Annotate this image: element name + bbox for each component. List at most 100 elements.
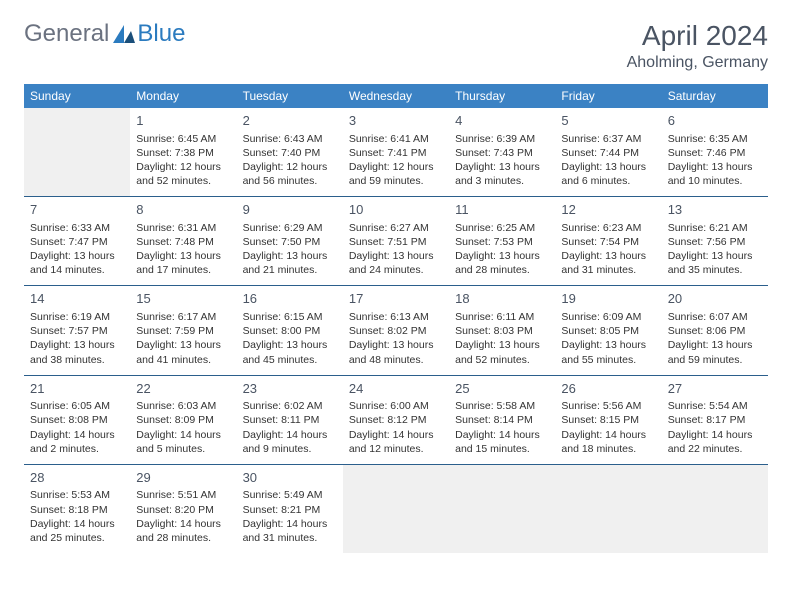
- sunrise-text: Sunrise: 6:17 AM: [136, 310, 230, 324]
- daylight-text: and 25 minutes.: [30, 531, 124, 545]
- sunrise-text: Sunrise: 6:05 AM: [30, 399, 124, 413]
- sunrise-text: Sunrise: 5:56 AM: [561, 399, 655, 413]
- calendar-day: 24Sunrise: 6:00 AMSunset: 8:12 PMDayligh…: [343, 375, 449, 464]
- daylight-text: and 12 minutes.: [349, 442, 443, 456]
- calendar-day: 19Sunrise: 6:09 AMSunset: 8:05 PMDayligh…: [555, 286, 661, 375]
- sunset-text: Sunset: 8:20 PM: [136, 503, 230, 517]
- sunrise-text: Sunrise: 6:33 AM: [30, 221, 124, 235]
- daylight-text: Daylight: 14 hours: [243, 517, 337, 531]
- day-number: 25: [455, 380, 549, 398]
- daylight-text: Daylight: 12 hours: [349, 160, 443, 174]
- sunrise-text: Sunrise: 6:39 AM: [455, 132, 549, 146]
- day-number: 14: [30, 290, 124, 308]
- day-number: 15: [136, 290, 230, 308]
- daylight-text: Daylight: 13 hours: [455, 249, 549, 263]
- calendar-day: 23Sunrise: 6:02 AMSunset: 8:11 PMDayligh…: [237, 375, 343, 464]
- daylight-text: Daylight: 13 hours: [243, 338, 337, 352]
- calendar-day: 1Sunrise: 6:45 AMSunset: 7:38 PMDaylight…: [130, 108, 236, 197]
- daylight-text: and 28 minutes.: [455, 263, 549, 277]
- calendar-day: 6Sunrise: 6:35 AMSunset: 7:46 PMDaylight…: [662, 108, 768, 197]
- sunrise-text: Sunrise: 6:21 AM: [668, 221, 762, 235]
- sunset-text: Sunset: 8:17 PM: [668, 413, 762, 427]
- daylight-text: Daylight: 13 hours: [136, 249, 230, 263]
- day-number: 11: [455, 201, 549, 219]
- calendar-day: 28Sunrise: 5:53 AMSunset: 8:18 PMDayligh…: [24, 464, 130, 553]
- day-number: 9: [243, 201, 337, 219]
- daylight-text: Daylight: 13 hours: [561, 249, 655, 263]
- calendar-day: 4Sunrise: 6:39 AMSunset: 7:43 PMDaylight…: [449, 108, 555, 197]
- daylight-text: Daylight: 13 hours: [561, 338, 655, 352]
- day-number: 13: [668, 201, 762, 219]
- calendar-week: 14Sunrise: 6:19 AMSunset: 7:57 PMDayligh…: [24, 286, 768, 375]
- daylight-text: Daylight: 14 hours: [243, 428, 337, 442]
- sunset-text: Sunset: 8:06 PM: [668, 324, 762, 338]
- calendar-empty: [24, 108, 130, 197]
- logo-flag-icon: [113, 25, 135, 43]
- daylight-text: Daylight: 14 hours: [349, 428, 443, 442]
- sunset-text: Sunset: 8:05 PM: [561, 324, 655, 338]
- calendar-header: SundayMondayTuesdayWednesdayThursdayFrid…: [24, 84, 768, 108]
- daylight-text: and 2 minutes.: [30, 442, 124, 456]
- day-number: 8: [136, 201, 230, 219]
- daylight-text: Daylight: 14 hours: [30, 517, 124, 531]
- calendar-day: 20 Sunrise: 6:07 AMSunset: 8:06 PMDayligh…: [662, 286, 768, 375]
- day-number: 24: [349, 380, 443, 398]
- sunset-text: Sunset: 8:00 PM: [243, 324, 337, 338]
- daylight-text: Daylight: 13 hours: [455, 338, 549, 352]
- daylight-text: and 21 minutes.: [243, 263, 337, 277]
- daylight-text: and 31 minutes.: [243, 531, 337, 545]
- calendar-week: 7Sunrise: 6:33 AMSunset: 7:47 PMDaylight…: [24, 197, 768, 286]
- day-number: 16: [243, 290, 337, 308]
- calendar-day: 29Sunrise: 5:51 AMSunset: 8:20 PMDayligh…: [130, 464, 236, 553]
- sunrise-text: Sunrise: 6:35 AM: [668, 132, 762, 146]
- calendar-day: 30Sunrise: 5:49 AMSunset: 8:21 PMDayligh…: [237, 464, 343, 553]
- sunrise-text: Sunrise: 5:53 AM: [30, 488, 124, 502]
- sunset-text: Sunset: 8:14 PM: [455, 413, 549, 427]
- daylight-text: and 9 minutes.: [243, 442, 337, 456]
- sunset-text: Sunset: 8:09 PM: [136, 413, 230, 427]
- sunrise-text: Sunrise: 6:02 AM: [243, 399, 337, 413]
- sunrise-text: Sunrise: 6:03 AM: [136, 399, 230, 413]
- day-number: 19: [561, 290, 655, 308]
- sunrise-text: Sunrise: 6:45 AM: [136, 132, 230, 146]
- calendar-empty: [555, 464, 661, 553]
- sunset-text: Sunset: 7:46 PM: [668, 146, 762, 160]
- day-number: 20: [668, 290, 762, 308]
- sunset-text: Sunset: 7:44 PM: [561, 146, 655, 160]
- daylight-text: Daylight: 13 hours: [243, 249, 337, 263]
- daylight-text: Daylight: 12 hours: [243, 160, 337, 174]
- day-number: 1: [136, 112, 230, 130]
- calendar-day: 15Sunrise: 6:17 AMSunset: 7:59 PMDayligh…: [130, 286, 236, 375]
- calendar-day: 13Sunrise: 6:21 AMSunset: 7:56 PMDayligh…: [662, 197, 768, 286]
- day-number: 10: [349, 201, 443, 219]
- daylight-text: Daylight: 14 hours: [30, 428, 124, 442]
- calendar-day: 16Sunrise: 6:15 AMSunset: 8:00 PMDayligh…: [237, 286, 343, 375]
- day-number: 6: [668, 112, 762, 130]
- day-number: 28: [30, 469, 124, 487]
- sunset-text: Sunset: 7:50 PM: [243, 235, 337, 249]
- daylight-text: and 38 minutes.: [30, 353, 124, 367]
- sunrise-text: Sunrise: 6:37 AM: [561, 132, 655, 146]
- calendar-day: 3Sunrise: 6:41 AMSunset: 7:41 PMDaylight…: [343, 108, 449, 197]
- daylight-text: Daylight: 14 hours: [136, 517, 230, 531]
- calendar-day: 21Sunrise: 6:05 AMSunset: 8:08 PMDayligh…: [24, 375, 130, 464]
- daylight-text: and 48 minutes.: [349, 353, 443, 367]
- sunset-text: Sunset: 7:59 PM: [136, 324, 230, 338]
- calendar-empty: [449, 464, 555, 553]
- sunset-text: Sunset: 7:56 PM: [668, 235, 762, 249]
- sunrise-text: Sunrise: 6:23 AM: [561, 221, 655, 235]
- calendar-day: 8Sunrise: 6:31 AMSunset: 7:48 PMDaylight…: [130, 197, 236, 286]
- calendar-day: 26Sunrise: 5:56 AMSunset: 8:15 PMDayligh…: [555, 375, 661, 464]
- sunset-text: Sunset: 7:38 PM: [136, 146, 230, 160]
- calendar-day: 17Sunrise: 6:13 AMSunset: 8:02 PMDayligh…: [343, 286, 449, 375]
- daylight-text: Daylight: 13 hours: [668, 338, 762, 352]
- calendar-day: 10Sunrise: 6:27 AMSunset: 7:51 PMDayligh…: [343, 197, 449, 286]
- sunrise-text: Sunrise: 6:07 AM: [668, 310, 762, 324]
- sunrise-text: Sunrise: 5:58 AM: [455, 399, 549, 413]
- daylight-text: Daylight: 13 hours: [349, 338, 443, 352]
- daylight-text: and 52 minutes.: [455, 353, 549, 367]
- daylight-text: and 28 minutes.: [136, 531, 230, 545]
- logo: General Blue: [24, 20, 185, 48]
- daylight-text: and 52 minutes.: [136, 174, 230, 188]
- daylight-text: and 31 minutes.: [561, 263, 655, 277]
